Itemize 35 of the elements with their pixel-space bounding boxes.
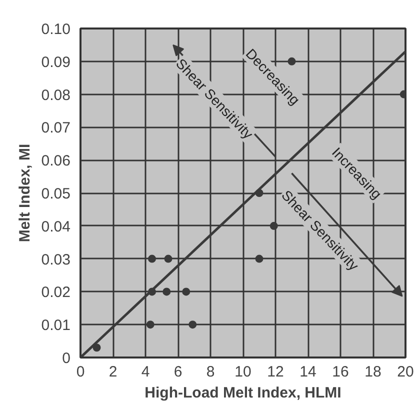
point (146, 320, 154, 329)
y-tick-label: 0.06 (41, 152, 71, 170)
point (255, 189, 264, 197)
x-tick-label: 2 (108, 364, 118, 380)
point (148, 254, 156, 263)
x-tick-label: 16 (332, 364, 349, 380)
y-tick-label: 0.08 (41, 86, 71, 104)
y-tick-label: 0.02 (41, 284, 71, 302)
x-tick-label: 10 (234, 364, 252, 380)
x-tick-label: 20 (397, 364, 414, 380)
point (255, 254, 264, 263)
x-tick-label: 12 (267, 364, 284, 380)
point (270, 222, 278, 230)
point (182, 288, 190, 296)
y-tick-label: 0.04 (41, 218, 71, 236)
point (188, 320, 197, 329)
y-tick-label: 0.07 (41, 120, 71, 137)
y-tick-label: 0.10 (41, 21, 71, 38)
y-tick-label: 0 (62, 350, 70, 367)
y-tick-label: 0.03 (41, 251, 71, 268)
point (148, 288, 156, 296)
point (162, 288, 171, 296)
y-tick-label: 0.01 (41, 317, 71, 334)
x-axis-title: High-Load Melt Index, HLMI (144, 384, 342, 402)
x-tick-label: 4 (141, 364, 150, 380)
y-tick-label: 0.09 (41, 54, 71, 71)
y-axis-title: Melt Index, MI (16, 144, 34, 242)
y-tick-label: 0.05 (41, 186, 71, 202)
x-tick-label: 0 (76, 364, 85, 380)
x-tick-label: 14 (300, 364, 316, 380)
x-tick-label: 18 (364, 364, 382, 380)
x-tick-label: 8 (206, 364, 215, 380)
x-tick-label: 6 (174, 364, 182, 380)
point (164, 254, 172, 263)
point (92, 344, 101, 352)
